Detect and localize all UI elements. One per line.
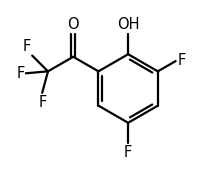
- Text: F: F: [124, 145, 132, 160]
- Text: F: F: [177, 53, 186, 68]
- Text: F: F: [39, 95, 47, 110]
- Text: OH: OH: [117, 17, 139, 32]
- Text: O: O: [67, 18, 79, 32]
- Text: F: F: [23, 39, 31, 54]
- Text: F: F: [16, 66, 24, 81]
